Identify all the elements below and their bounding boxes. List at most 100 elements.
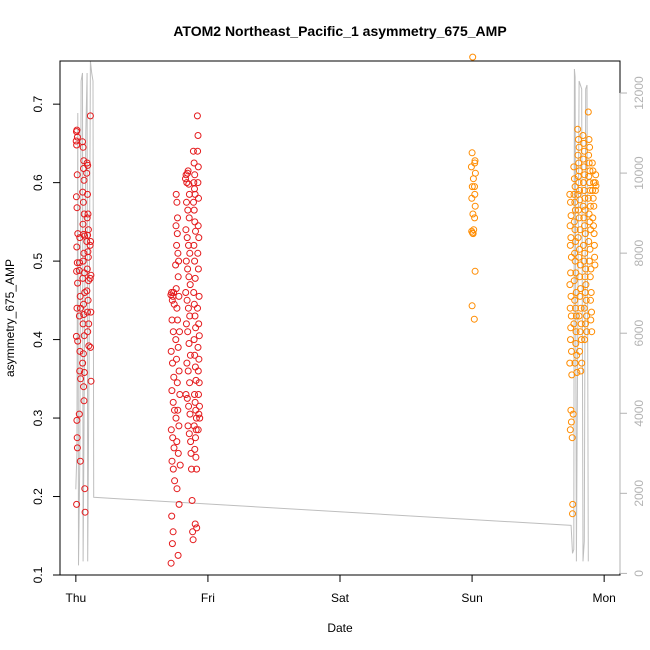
data-point (572, 328, 580, 336)
data-point (173, 230, 181, 238)
series-2-points (467, 53, 600, 518)
data-point (592, 171, 600, 179)
data-point (586, 143, 594, 151)
data-point (87, 308, 95, 316)
data-point (73, 171, 81, 179)
data-point (194, 343, 202, 351)
data-point (83, 287, 91, 295)
data-point (86, 241, 94, 249)
data-point (189, 147, 197, 155)
data-point (580, 163, 588, 171)
data-point (76, 259, 83, 267)
data-point (195, 320, 203, 328)
data-point (587, 289, 595, 296)
data-point (583, 328, 591, 336)
data-point (191, 171, 199, 179)
data-point (468, 149, 476, 157)
data-point (194, 249, 202, 257)
y-tick-label: 0.6 (31, 174, 45, 191)
data-point (469, 229, 476, 237)
data-point (585, 210, 593, 218)
data-point (574, 234, 582, 242)
data-point (87, 377, 95, 385)
data-point (172, 261, 180, 269)
data-point (72, 193, 80, 201)
data-point (80, 300, 87, 308)
data-point (169, 528, 177, 536)
y2-tick-label: 10000 (632, 156, 646, 190)
data-point (76, 367, 84, 375)
data-point (168, 289, 176, 296)
data-point (191, 351, 199, 359)
data-point (73, 500, 81, 508)
data-point (73, 434, 81, 442)
data-point (175, 367, 183, 375)
data-point (591, 187, 599, 194)
data-point (172, 190, 180, 198)
data-point (79, 220, 87, 228)
data-point (191, 445, 199, 453)
data-point (175, 422, 183, 430)
data-point (570, 163, 578, 171)
data-point (581, 230, 589, 238)
data-point (591, 179, 599, 187)
data-point (184, 422, 192, 430)
data-point (84, 328, 92, 336)
data-point (174, 249, 182, 257)
data-point (470, 226, 478, 234)
plot-layer (72, 53, 600, 567)
data-point (87, 343, 94, 351)
data-point (566, 222, 574, 230)
x-tick-label: Sat (331, 591, 350, 605)
data-point (569, 510, 576, 518)
data-point (575, 179, 583, 187)
data-point (80, 230, 88, 238)
data-point (567, 418, 575, 426)
data-point (74, 279, 82, 287)
data-point (81, 289, 89, 296)
data-point (571, 183, 579, 191)
data-point (174, 273, 182, 281)
data-point (195, 410, 203, 418)
data-point (80, 369, 88, 376)
data-point (183, 296, 191, 304)
data-point (587, 265, 595, 273)
data-point (173, 379, 181, 387)
data-point (187, 438, 195, 446)
data-point (80, 176, 88, 184)
data-point (581, 222, 588, 230)
data-point (581, 171, 589, 179)
data-point (174, 316, 181, 324)
data-point (81, 508, 89, 516)
data-point (170, 373, 178, 381)
data-point (183, 198, 190, 206)
data-point (189, 536, 197, 544)
data-point (73, 444, 81, 452)
data-point (590, 222, 597, 230)
data-point (589, 194, 597, 202)
data-point (194, 222, 202, 230)
data-point (566, 241, 574, 249)
data-point (580, 139, 588, 147)
data-point (192, 453, 200, 461)
y2-tick-label: 4000 (632, 400, 646, 427)
data-point (469, 230, 477, 238)
data-point (469, 53, 477, 61)
data-point (191, 391, 198, 398)
data-point (84, 190, 91, 198)
y2-tick-label: 0 (632, 570, 646, 577)
data-point (574, 125, 582, 133)
data-point (567, 269, 575, 277)
y2-axis: 0 2000 4000 6000 8000 10000 12000 (619, 76, 646, 577)
data-point (182, 257, 190, 265)
data-point (171, 406, 178, 414)
data-point (73, 416, 81, 424)
data-point (184, 367, 192, 375)
data-point (167, 426, 175, 434)
data-point (186, 410, 194, 418)
data-point (585, 257, 593, 265)
data-point (588, 328, 596, 336)
data-point (590, 241, 598, 249)
data-point (589, 187, 596, 194)
